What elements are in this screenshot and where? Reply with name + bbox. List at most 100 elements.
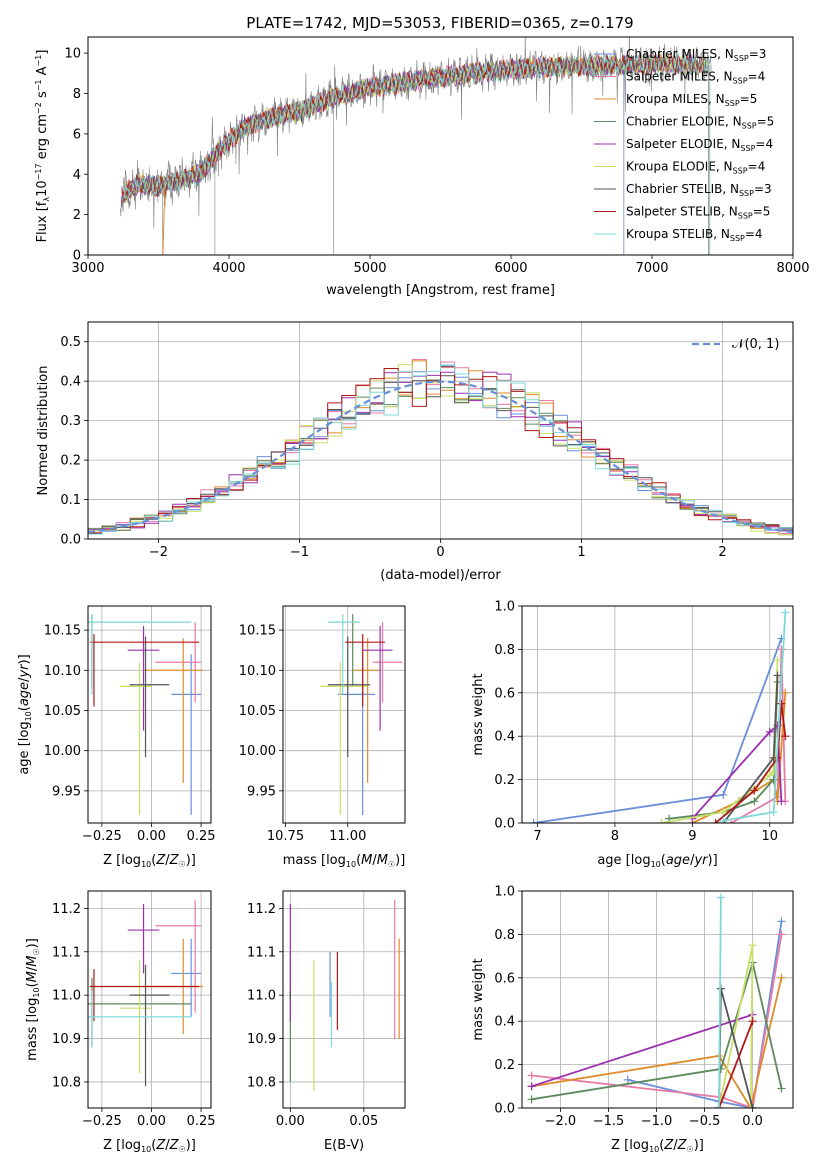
histogram-salpeter_stelib (88, 366, 793, 534)
y-tick-label: 11.1 (247, 945, 276, 960)
weight-marker-salpeter_elodie (777, 797, 786, 806)
x-tick-label: 7000 (635, 261, 668, 276)
weight-marker-salpeter_elodie (527, 1082, 536, 1091)
x-tick-label: 10.75 (267, 829, 304, 844)
y-tick-label: 10.8 (247, 1075, 276, 1090)
y-tick-label: 0.0 (494, 1102, 515, 1117)
y-tick-label: 10 (64, 47, 81, 62)
x-tick-label: 10 (761, 829, 778, 844)
model-edge-drop (162, 186, 166, 255)
mass-vs-z-axes-grid (88, 891, 211, 1108)
y-tick-label: 0.3 (60, 414, 81, 429)
weight-marker-chabrier_miles (529, 819, 538, 823)
weight-marker-kroupa_elodie (765, 771, 774, 780)
y-tick-label: 10.9 (247, 1032, 276, 1047)
age-vs-z-axes-spines (87, 605, 212, 824)
mass-vs-z-axes-plot-area (88, 899, 204, 1087)
weight-marker-chabrier_elodie (527, 1095, 536, 1104)
x-tick-label: −0.25 (82, 829, 122, 844)
y-tick-label: 10.10 (239, 664, 276, 679)
weight-marker-salpeter_stelib (777, 699, 786, 708)
weight-vs-z-axes-spines (521, 890, 794, 1109)
legend-label-salpeter_stelib: Salpeter STELIB, NSSP=5 (626, 205, 770, 221)
x-tick-label: 8000 (776, 261, 809, 276)
y-tick-label: 1.0 (494, 600, 515, 615)
x-tick-label: 9 (688, 829, 696, 844)
mass-vs-z-axes-spines (87, 890, 212, 1109)
weight-marker-kroupa_elodie (746, 1104, 755, 1108)
y-axis-label: Normed distribution (36, 366, 51, 496)
weight-marker-chabrier_elodie (777, 1084, 786, 1093)
x-tick-label: 0.00 (137, 1114, 166, 1129)
weight-vs-age-axes-spines (521, 605, 794, 824)
y-tick-label: 0.5 (60, 335, 81, 350)
y-tick-label: 6 (73, 127, 81, 142)
figure-title: PLATE=1742, MJD=53053, FIBERID=0365, z=0… (246, 14, 633, 32)
age-vs-z-axes-plot-area (88, 614, 204, 815)
weight-marker-salpeter_stelib (711, 819, 720, 823)
x-tick-label: 2 (718, 545, 726, 560)
spectrum-axes: 3000 4000 5000 6000 7000 8000 0 2 4 6 8 10 Chabrier … (34, 36, 810, 298)
x-tick-label: 0.25 (187, 1114, 216, 1129)
spectrum-legend: Chabrier MILES, NSSP=3 Salpeter MILES, NS… (594, 47, 774, 243)
weight-marker-kroupa_elodie (657, 819, 666, 823)
weight-line-salpeter_elodie (531, 1013, 753, 1088)
y-tick-label: 9.95 (52, 784, 81, 799)
y-tick-label: 11.2 (247, 902, 276, 917)
y-tick-label: 0.2 (494, 773, 515, 788)
residual-axes-plot-area (88, 359, 793, 536)
y-tick-label: 9.95 (247, 784, 276, 799)
residual-axes-frame: −2 −1 0 1 2 0.0 0.1 0.2 0.3 0.4 0.5 𝒩(0, 1) (data-mo… (36, 321, 794, 583)
y-axis-label: mass [log10(M/M☉)] (25, 938, 41, 1061)
y-tick-label: 0.4 (60, 375, 81, 390)
weight-marker-kroupa_stelib (769, 808, 778, 817)
spectrum-axes-plot-area (120, 37, 712, 255)
y-tick-label: 10.05 (239, 704, 276, 719)
x-tick-label: 4000 (212, 261, 245, 276)
x-tick-label: 0.00 (137, 829, 166, 844)
x-tick-label: −2 (149, 545, 168, 560)
y-tick-label: 0.2 (60, 454, 81, 469)
weight-vs-z-axes-frame: −2.0 −1.5 −1.0 −0.5 0.0 0.0 0.2 0.4 0.6 0.8 1.0 mas… (471, 885, 794, 1154)
y-tick-label: 0.6 (494, 686, 515, 701)
y-axis-label: mass weight (471, 958, 486, 1040)
residual-axes: −2 −1 0 1 2 0.0 0.1 0.2 0.3 0.4 0.5 𝒩(0, 1) (data-mo… (36, 321, 794, 583)
y-tick-label: 10.00 (239, 744, 276, 759)
legend-label-chabrier_elodie: Chabrier ELODIE, NSSP=5 (626, 115, 774, 131)
age-vs-mass-axes: 10.75 11.00 9.95 10.00 10.05 10.10 10.15 mass [… (239, 605, 406, 869)
weight-line-chabrier_elodie (531, 959, 783, 1101)
y-tick-label: 11.0 (247, 989, 276, 1004)
weight-line-salpeter_stelib (718, 1020, 754, 1108)
y-tick-label: 11.2 (52, 902, 81, 917)
x-tick-label: 0.00 (276, 1114, 305, 1129)
x-axis-label: mass [log10(M/M☉)] (283, 853, 406, 869)
y-tick-label: 10.9 (52, 1032, 81, 1047)
weight-marker-kroupa_stelib (715, 1104, 724, 1108)
weight-line-kroupa_miles (531, 977, 783, 1108)
y-axis-label: mass weight (471, 673, 486, 755)
weight-marker-salpeter_elodie (765, 727, 774, 736)
x-tick-label: 0.25 (187, 829, 216, 844)
mass-vs-ebv-axes-frame: 0.00 0.05 10.8 10.9 11.0 11.1 11.2 E(B-V) (247, 890, 406, 1153)
age-vs-z-axes: −0.25 0.00 0.25 9.95 10.00 10.05 10.10 10.15 Z [… (17, 605, 216, 869)
x-axis-label: E(B-V) (324, 1138, 364, 1153)
spectrum-axes-frame: 3000 4000 5000 6000 7000 8000 0 2 4 6 8 10 Chabrier … (34, 36, 810, 298)
age-vs-mass-axes-plot-area (320, 614, 403, 815)
x-axis-label: Z [log10(Z/Z☉)] (611, 1138, 704, 1154)
y-tick-label: 0.8 (494, 643, 515, 658)
y-tick-label: 0.2 (494, 1058, 515, 1073)
x-tick-label: 3000 (71, 261, 104, 276)
y-tick-label: 10.00 (44, 744, 81, 759)
legend-label-kroupa_elodie: Kroupa ELODIE, NSSP=4 (626, 160, 765, 176)
x-axis-label: wavelength [Angstrom, rest frame] (326, 283, 555, 298)
age-vs-mass-axes-spines (282, 605, 406, 824)
mass-vs-ebv-axes-plot-area (289, 899, 400, 1091)
weight-line-kroupa_stelib (718, 897, 722, 1108)
x-axis-label: Z [log10(Z/Z☉)] (103, 853, 196, 869)
weight-line-salpeter_elodie (691, 723, 783, 820)
weight-vs-z-axes-plot-area (527, 893, 786, 1108)
weight-marker-kroupa_elodie (773, 656, 782, 665)
weight-marker-kroupa_elodie (719, 808, 728, 817)
